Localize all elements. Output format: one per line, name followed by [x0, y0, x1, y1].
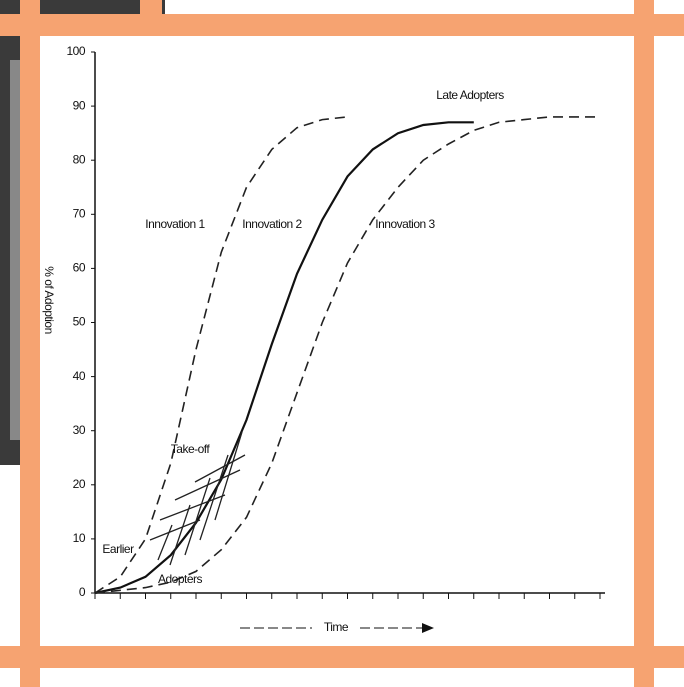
frame-top: [0, 14, 684, 36]
y-tick-label: 0: [79, 585, 86, 599]
x-axis-label: Time: [324, 620, 349, 634]
y-tick-label: 10: [73, 531, 86, 545]
frame-left: [20, 0, 40, 687]
y-tick-label: 70: [73, 206, 86, 220]
frame-bottom: [0, 646, 684, 668]
y-tick-label: 30: [73, 423, 86, 437]
y-axis-label: % of Adoption: [42, 266, 56, 334]
y-tick-label: 90: [73, 98, 86, 112]
series-label: Innovation 3: [375, 217, 435, 231]
annotation: Take-off: [171, 442, 211, 456]
annotation: Adopters: [158, 572, 203, 586]
y-tick-label: 20: [73, 477, 86, 491]
chart: 0 10 20 30 40 50 60 70 80 90 100 % of Adoption Time I…: [0, 0, 684, 687]
y-tick-label: 40: [73, 369, 86, 383]
series-label: Innovation 1: [145, 217, 205, 231]
frame-corner: [140, 0, 162, 20]
series-label: Innovation 2: [242, 217, 302, 231]
y-tick-label: 80: [73, 152, 86, 166]
y-tick-label: 50: [73, 315, 86, 329]
y-tick-label: 60: [73, 261, 86, 275]
y-tick-label: 100: [66, 44, 85, 58]
annotation: Late Adopters: [436, 88, 504, 102]
annotation: Earlier: [102, 542, 134, 556]
chart-panel: [38, 32, 640, 650]
frame-right: [634, 0, 654, 687]
